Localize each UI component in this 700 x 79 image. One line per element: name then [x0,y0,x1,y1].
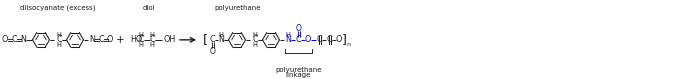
Text: H: H [57,42,62,48]
Text: C: C [149,35,155,44]
Text: diol: diol [142,5,155,11]
Text: C: C [316,35,322,44]
Text: N: N [20,35,26,44]
Text: H: H [286,32,290,38]
Text: O: O [304,35,312,44]
Text: H: H [253,32,258,38]
Text: H: H [139,32,143,38]
Text: C: C [56,35,62,44]
Text: polyurethane: polyurethane [275,67,322,73]
Text: O: O [336,35,342,44]
Text: O: O [210,47,216,56]
Text: O: O [2,35,8,44]
Text: +: + [116,35,125,45]
Text: C: C [138,35,144,44]
Text: C: C [209,35,215,44]
Text: HO: HO [130,35,142,44]
Text: C: C [326,35,332,44]
Text: C: C [252,35,258,44]
Text: H: H [253,42,258,48]
Text: C: C [11,35,17,44]
Text: n: n [346,42,351,47]
Text: N: N [89,35,95,44]
Text: diisocyanate (excess): diisocyanate (excess) [20,5,95,11]
Text: N: N [285,35,291,44]
Text: OH: OH [163,35,175,44]
Text: O: O [107,35,113,44]
Text: [: [ [202,33,207,46]
Text: H: H [218,32,223,38]
Text: O: O [296,24,302,33]
Text: H: H [139,42,143,48]
Text: ]: ] [342,33,347,46]
Text: H: H [150,32,155,38]
Text: C: C [98,35,104,44]
Text: polyurethane: polyurethane [215,5,261,11]
Text: N: N [218,35,224,44]
Text: linkage: linkage [286,72,312,78]
Text: H: H [150,42,155,48]
Text: C: C [295,35,301,44]
Text: H: H [57,32,62,38]
